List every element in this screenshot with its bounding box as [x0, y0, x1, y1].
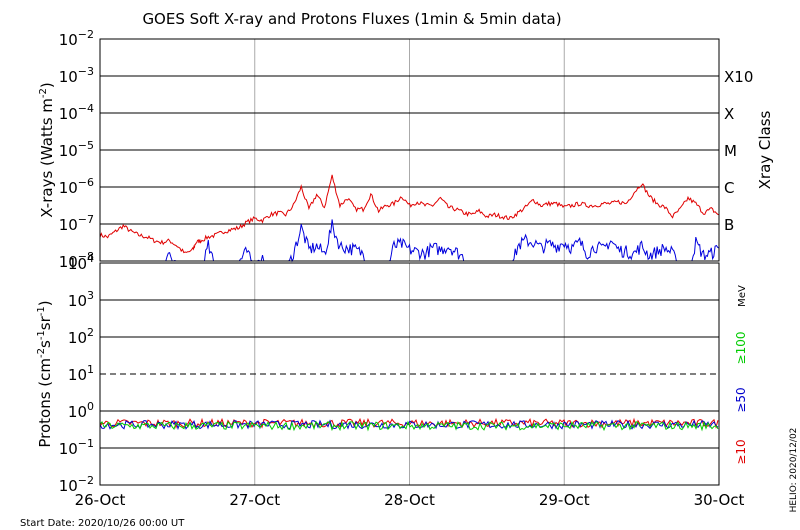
proton-plot-frame	[99, 262, 720, 486]
proton-y-tick-label: 100	[68, 400, 94, 421]
proton-y-tick-label: 102	[68, 326, 94, 347]
xray-class-label: X	[724, 105, 734, 123]
xray-long-series-line	[99, 174, 720, 254]
xray-y-tick-label: 10−8	[59, 250, 94, 271]
xray-y-tick-labels: 10−8 10−7 10−6 10−5 10−4 10−3 10−2	[59, 28, 94, 271]
xray-class-label: B	[724, 216, 734, 234]
x-axis-tick-labels: 26-Oct 27-Oct 28-Oct 29-Oct 30-Oct	[75, 491, 745, 509]
proton-panel: 10−2 10−1 100 101 102 103 104 Protons (cm-2s-1…	[36, 252, 748, 495]
x-tick-label: 28-Oct	[384, 491, 435, 509]
legend-proton_50: ≥50	[734, 387, 748, 412]
proton-y-tick-label: 101	[68, 363, 94, 384]
proton-y-tick-label: 10−1	[59, 437, 94, 458]
xray-class-labels: B C M X X10	[724, 68, 753, 234]
proton-y-axis-label: Protons (cm-2s-1sr-1)	[36, 300, 54, 447]
legend-proton_10: ≥10	[734, 439, 748, 464]
proton_100-series-line	[99, 420, 719, 432]
xray-grid	[100, 39, 719, 261]
x-tick-label: 30-Oct	[694, 491, 745, 509]
legend-proton_100: ≥100	[734, 332, 748, 365]
proton-y-tick-label: 10−2	[59, 474, 94, 495]
x-tick-label: 26-Oct	[75, 491, 126, 509]
proton-energy-unit: MeV	[737, 285, 748, 307]
proton-grid	[100, 263, 719, 485]
credit-label: HELIO: 2020/12/02	[789, 428, 799, 513]
proton-lines	[99, 417, 719, 432]
start-date-label: Start Date: 2020/10/26 00:00 UT	[20, 518, 185, 529]
xray-panel: 10−8 10−7 10−6 10−5 10−4 10−3 10−2 B C M X X10 X-r…	[38, 28, 774, 271]
xray-y-tick-label: 10−2	[59, 28, 94, 49]
xray-class-label: C	[724, 179, 734, 197]
chart-title: GOES Soft X-ray and Protons Fluxes (1min…	[142, 10, 561, 28]
xray-class-label: X10	[724, 68, 753, 86]
xray-y-tick-label: 10−3	[59, 65, 94, 86]
xray-plot-frame	[99, 38, 720, 262]
xray-y-tick-label: 10−4	[59, 102, 94, 123]
proton-legend: ≥100 ≥50 ≥10	[734, 332, 748, 465]
proton-y-tick-labels: 10−2 10−1 100 101 102 103 104	[59, 252, 94, 495]
xray-y-axis-label: X-rays (Watts m-2)	[38, 82, 56, 217]
xray-class-label: M	[724, 142, 737, 160]
proton-y-tick-label: 104	[68, 252, 94, 273]
xray-class-axis-title: Xray Class	[756, 110, 774, 189]
xray-y-tick-label: 10−6	[59, 176, 94, 197]
x-tick-label: 29-Oct	[539, 491, 590, 509]
xray-y-tick-label: 10−5	[59, 139, 94, 160]
xray-y-tick-label: 10−7	[59, 213, 94, 234]
x-tick-label: 27-Oct	[229, 491, 280, 509]
proton-y-tick-label: 103	[68, 289, 94, 310]
